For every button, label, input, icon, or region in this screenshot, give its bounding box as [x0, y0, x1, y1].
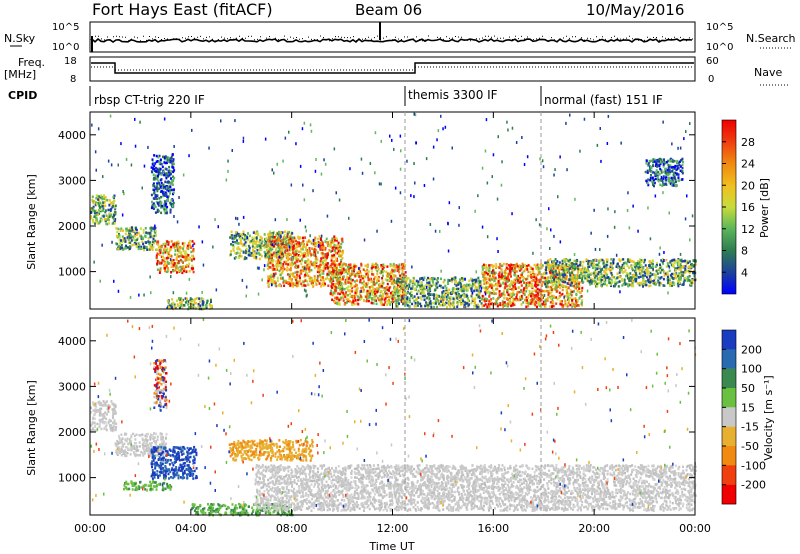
xtick-label-6: 20:00 — [578, 522, 610, 535]
cpid-label: CPID — [8, 89, 37, 102]
xtick-label-7: 00:00 — [679, 522, 711, 535]
nsky-label: N.Sky — [4, 32, 36, 45]
heatmap-region-6 — [229, 230, 294, 261]
heatmap-region-1 — [90, 400, 118, 433]
nave-label: Nave — [754, 66, 782, 79]
velocity-cb-tick-8: -200 — [741, 479, 766, 492]
power-colorbar-label: Power [dB] — [758, 178, 771, 238]
velocity-cb-block-8 — [722, 465, 736, 485]
power-cb-tick-2: 8 — [741, 245, 748, 258]
freq-panel: Freq. [MHz] 18 8 60 0 Nave — [4, 56, 790, 86]
date-label: 10/May/2016 — [586, 1, 684, 19]
heatmap-speckles — [90, 318, 697, 508]
power-ylabel: Slant Range [km] — [25, 174, 38, 270]
ytick-label-2-2: 2000 — [58, 426, 86, 439]
heatmap-region-5 — [166, 297, 213, 311]
figure-title: Fort Hays East (fitACF) — [92, 0, 273, 19]
xtick-label-5: 16:00 — [477, 522, 509, 535]
freq-label: Freq. — [18, 56, 45, 69]
power-cb-tick-4: 16 — [741, 201, 755, 214]
heatmap-region-2 — [115, 432, 168, 458]
velocity-cb-tick-4: 15 — [741, 401, 755, 414]
freq-tick-bottom-left: 8 — [70, 74, 76, 85]
velocity-ylabel: Slant Range [km] — [25, 380, 38, 476]
nsky-tick-bottom-right: 10^0 — [706, 42, 733, 53]
heatmap-region-4 — [150, 153, 176, 215]
heatmap-region-1 — [90, 194, 117, 226]
nave-series — [91, 66, 694, 71]
heatmap-region-4 — [123, 480, 173, 492]
power-panel: 1000 2000 3000 4000 Slant Range [km] 4 8 12 16… — [25, 111, 771, 311]
nsky-tick-top-left: 10^5 — [52, 22, 79, 33]
velocity-cb-tick-5: -15 — [741, 421, 759, 434]
xtick-label-4: 12:00 — [377, 522, 409, 535]
heatmap-speckles — [91, 112, 694, 300]
power-cb-tick-6: 24 — [741, 158, 755, 171]
heatmap-region-5 — [228, 438, 314, 462]
velocity-cb-tick-6: -50 — [741, 440, 759, 453]
velocity-cb-block-3 — [722, 368, 736, 389]
freq-unit: [MHz] — [4, 68, 36, 81]
ytick-label-1-1: 1000 — [58, 266, 86, 279]
velocity-panel: 1000 2000 3000 4000 Slant Range [km] 200 100… — [25, 112, 775, 553]
nsky-tick-bottom-left: 10^0 — [52, 42, 79, 53]
power-cb-tick-1: 4 — [741, 266, 748, 279]
freq-tick-bottom-right: 0 — [708, 74, 714, 85]
velocity-cb-block-9 — [722, 484, 736, 505]
nsky-series — [90, 37, 693, 44]
heatmap-region-7 — [254, 463, 697, 512]
velocity-cb-tick-1: 200 — [741, 343, 762, 356]
heatmap-region-3 — [155, 239, 196, 275]
ytick-label-2-1: 1000 — [58, 472, 86, 485]
ytick-label-1-4: 4000 — [58, 129, 86, 142]
power-cb-tick-7: 28 — [741, 136, 755, 149]
xtick-label-2: 04:00 — [175, 522, 207, 535]
freq-tick-top-right: 60 — [706, 56, 719, 67]
power-cb-tick-3: 12 — [741, 223, 755, 236]
heatmap-region-12 — [644, 157, 685, 188]
nsearch-label: N.Search — [746, 32, 796, 45]
cpid-segment-1: rbsp CT-trig 220 IF — [94, 93, 205, 107]
velocity-cb-tick-3: 50 — [741, 382, 755, 395]
ytick-label-1-3: 3000 — [58, 174, 86, 187]
velocity-cb-block-1 — [722, 330, 736, 350]
heatmap-region-3 — [150, 445, 198, 480]
heatmap-region-7 — [266, 235, 344, 288]
velocity-cb-tick-7: -100 — [741, 459, 766, 472]
velocity-cb-block-7 — [722, 446, 736, 466]
velocity-colorbar-label: Velocity [m s⁻¹] — [762, 375, 775, 460]
velocity-cb-block-6 — [722, 426, 736, 447]
freq-tick-top-left: 18 — [64, 56, 77, 67]
freq-series — [91, 62, 694, 74]
heatmap-region-8 — [153, 359, 168, 412]
velocity-cb-block-5 — [722, 407, 736, 427]
heatmap-region-2 — [115, 226, 158, 252]
ytick-label-2-4: 4000 — [58, 335, 86, 348]
beam-label: Beam 06 — [355, 1, 422, 19]
ytick-label-1-2: 2000 — [58, 220, 86, 233]
heatmap-region-8 — [329, 262, 408, 306]
cpid-segment-2: themis 3300 IF — [408, 88, 498, 102]
xtick-label-1: 00:00 — [74, 522, 106, 535]
xtick-label-3: 08:00 — [276, 522, 308, 535]
cpid-segment-3: normal (fast) 151 IF — [544, 93, 663, 107]
power-heatmap — [90, 112, 697, 311]
nsky-tick-top-right: 10^5 — [706, 22, 733, 33]
heatmap-region-11 — [544, 258, 697, 288]
power-colorbar: 4 8 12 16 20 24 28 Power [dB] — [721, 119, 771, 295]
power-cb-tick-5: 20 — [741, 179, 755, 192]
velocity-cb-block-2 — [722, 349, 736, 369]
velocity-heatmap — [90, 318, 697, 517]
x-axis-label: Time UT — [368, 540, 414, 553]
velocity-colorbar: 200 100 50 15 -15 -50 -100 -200 Velocity [m s⁻¹… — [721, 329, 775, 505]
velocity-cb-block-4 — [722, 388, 736, 408]
ytick-label-2-3: 3000 — [58, 380, 86, 393]
velocity-cb-tick-2: 100 — [741, 363, 762, 376]
nsky-panel: N.Sky 10^5 10^0 10^5 10^0 N.Search — [4, 21, 796, 53]
cpid-panel: CPID rbsp CT-trig 220 IF themis 3300 IF … — [8, 86, 663, 107]
heatmap-region-9 — [392, 276, 483, 309]
